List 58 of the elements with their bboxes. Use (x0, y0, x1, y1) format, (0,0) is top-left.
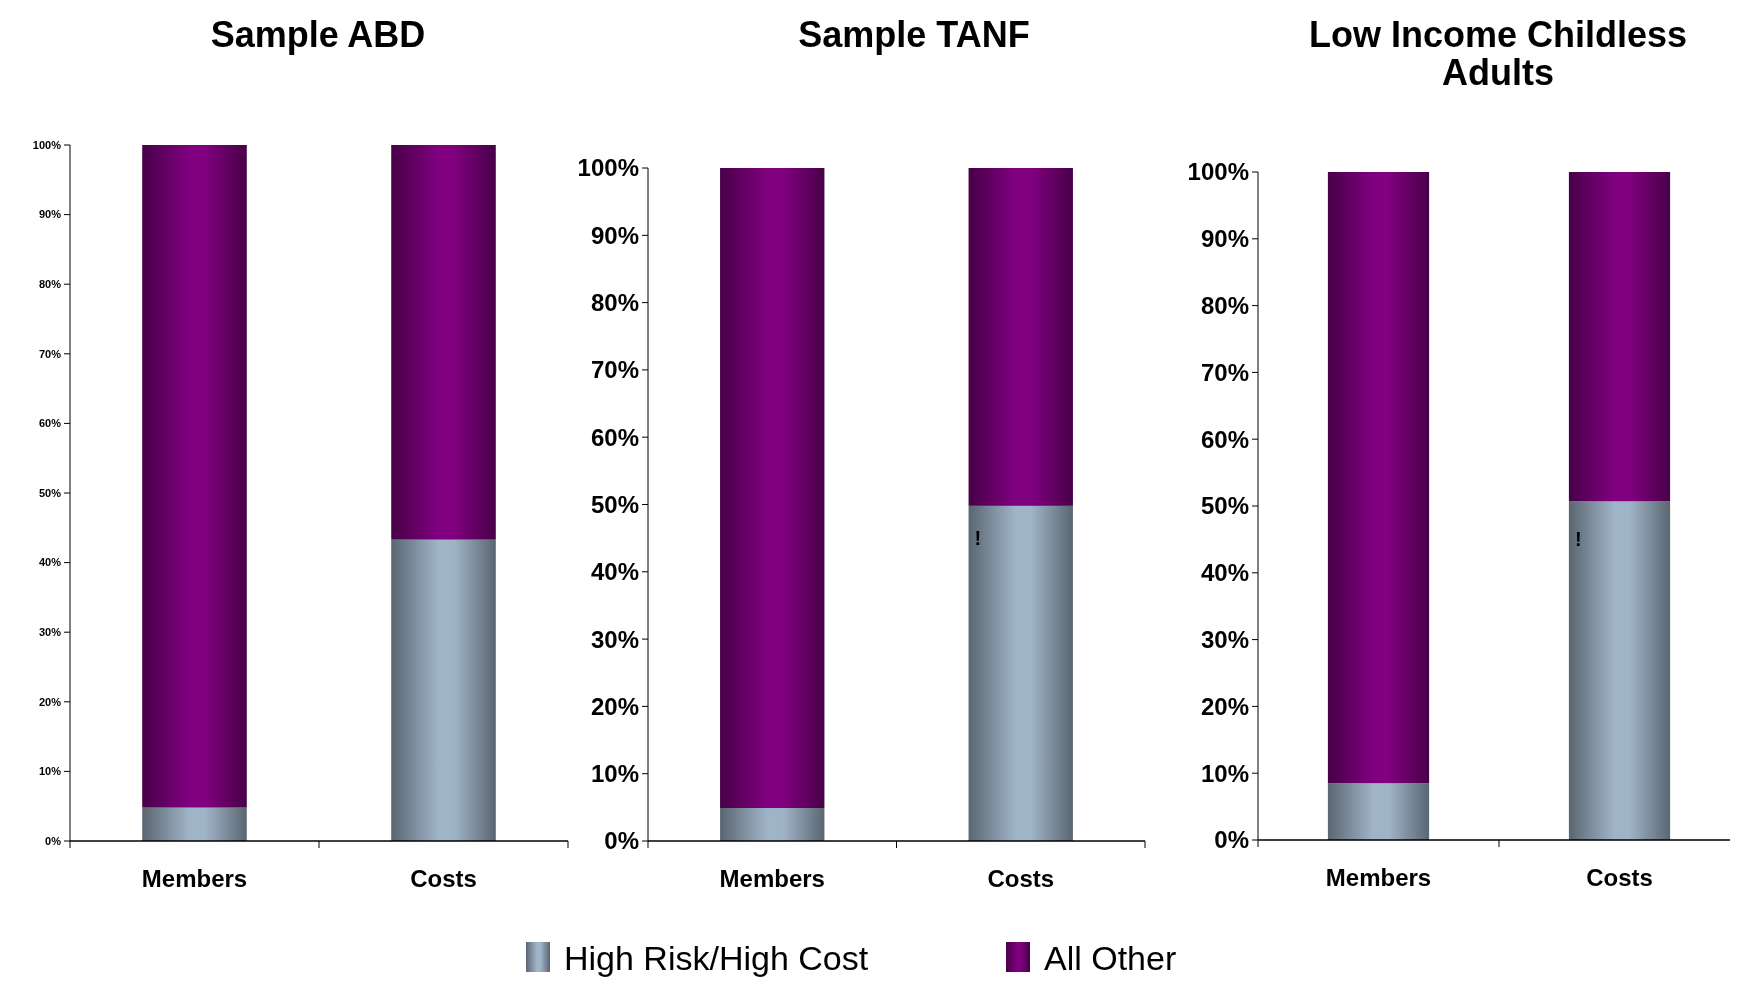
y-tick-label: 70% (590, 356, 639, 384)
y-tick-label: 50% (38, 486, 62, 499)
y-tick-label: 100% (1187, 158, 1249, 186)
y-tick-label: 20% (590, 692, 639, 720)
y-tick-label: 0% (604, 827, 639, 855)
y-tick-label: 60% (1200, 425, 1249, 453)
y-tick-label: 30% (1200, 626, 1249, 653)
bar (142, 145, 247, 808)
x-tick-label: Members (1325, 864, 1432, 891)
y-tick-label: 100% (577, 154, 639, 182)
y-tick-label: 50% (590, 490, 639, 518)
bar (1568, 501, 1671, 840)
bar (1568, 172, 1671, 502)
x-tick-label: Members (719, 865, 825, 892)
bar (720, 808, 825, 841)
y-tick-label: 20% (38, 695, 62, 708)
y-tick-label: 90% (1200, 225, 1249, 253)
y-tick-label: 100% (32, 138, 62, 151)
y-tick-label: 60% (590, 423, 639, 451)
legend-label: All Other (1044, 938, 1177, 977)
y-tick-label: 50% (1200, 492, 1249, 520)
y-tick-label: 70% (38, 347, 62, 360)
y-tick-label: 80% (1200, 292, 1249, 319)
x-tick-label: Costs (987, 865, 1055, 892)
annotation: ! (974, 526, 982, 549)
bar (1327, 172, 1430, 784)
annotation: ! (1574, 528, 1582, 551)
y-tick-label: 10% (590, 760, 639, 788)
x-tick-label: Costs (1586, 864, 1653, 891)
bar (1327, 783, 1430, 840)
bar (391, 539, 496, 841)
x-tick-label: Members (141, 865, 248, 892)
y-tick-label: 80% (38, 278, 62, 291)
bar (968, 505, 1073, 841)
y-tick-label: 90% (590, 221, 639, 249)
y-tick-label: 80% (590, 289, 639, 316)
legend-label: High Risk/High Cost (564, 938, 869, 977)
y-tick-label: 40% (590, 558, 639, 586)
y-tick-label: 90% (38, 208, 62, 221)
y-tick-label: 40% (1200, 559, 1249, 587)
y-tick-label: 30% (38, 626, 62, 639)
y-tick-label: 40% (38, 556, 62, 569)
chart-title: Low Income Childless Adults (1308, 14, 1688, 93)
y-tick-label: 30% (590, 625, 639, 653)
chart-title: Sample TANF (798, 14, 1030, 55)
x-tick-label: Costs (410, 865, 477, 892)
bar (142, 807, 247, 841)
y-tick-label: 10% (38, 765, 62, 778)
bar (720, 168, 825, 809)
y-tick-label: 0% (45, 834, 62, 847)
chart-title: Sample ABD (210, 14, 426, 55)
y-tick-label: 10% (1200, 759, 1249, 787)
y-tick-label: 60% (38, 417, 62, 430)
bar (391, 145, 496, 540)
y-tick-label: 70% (1200, 358, 1249, 386)
y-tick-label: 20% (1200, 692, 1249, 720)
y-tick-label: 0% (1214, 826, 1249, 854)
bar (968, 168, 1073, 506)
